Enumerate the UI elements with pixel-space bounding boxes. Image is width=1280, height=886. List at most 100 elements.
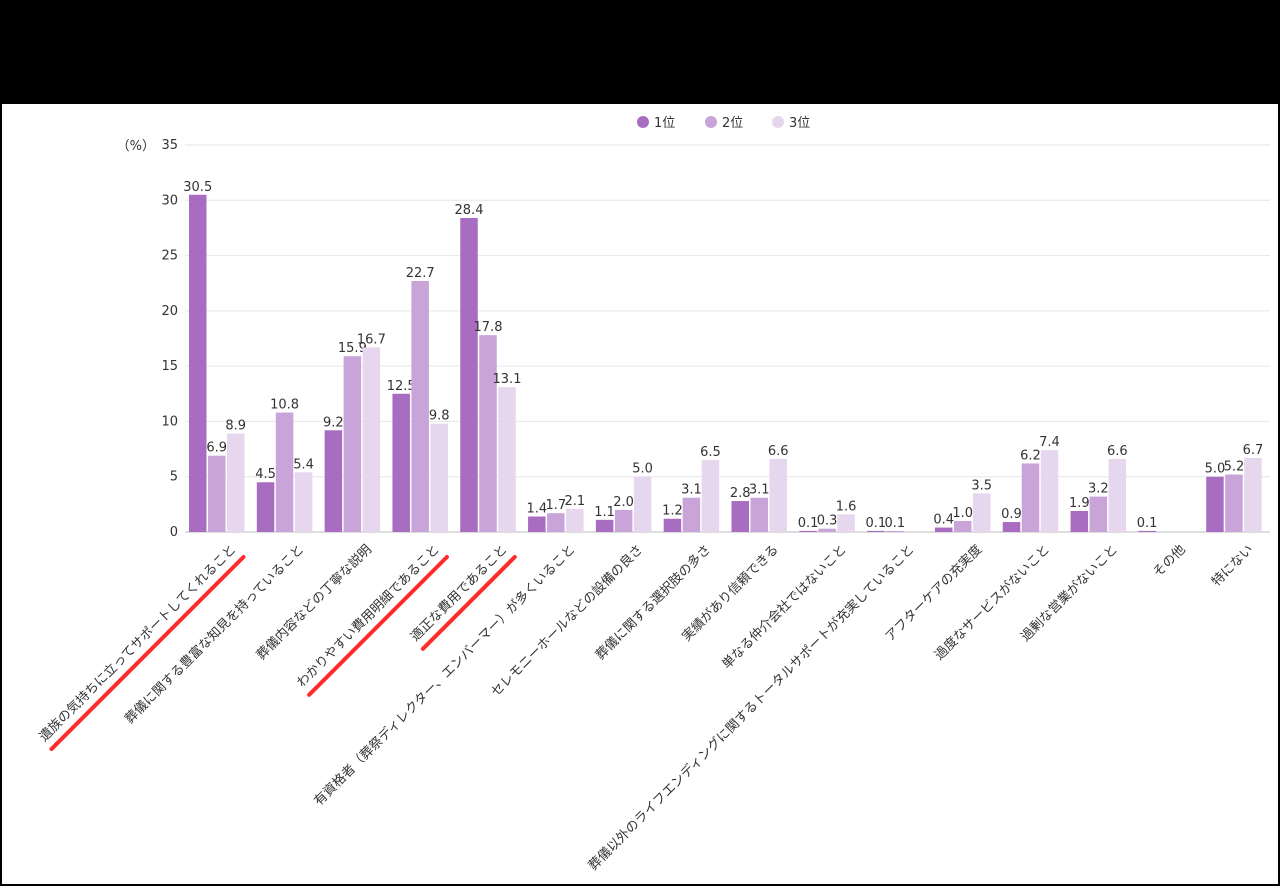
data-label: 13.1 — [493, 372, 522, 387]
data-label: 1.6 — [836, 499, 857, 514]
bar-1 — [528, 516, 546, 532]
data-label: 16.7 — [357, 332, 386, 347]
bar-2 — [1089, 496, 1108, 532]
data-label: 10.8 — [270, 398, 299, 413]
bar-3 — [498, 387, 516, 532]
data-label: 6.5 — [700, 445, 721, 460]
bar-3 — [769, 459, 787, 532]
data-label: 6.9 — [206, 441, 227, 456]
data-label: 2.1 — [564, 494, 585, 509]
bar-3 — [633, 476, 652, 532]
data-label: 3.5 — [971, 478, 992, 493]
bar-2 — [547, 513, 565, 532]
data-label: 6.7 — [1243, 443, 1264, 458]
y-tick-label: 10 — [161, 414, 178, 429]
data-label: 3.1 — [749, 483, 770, 498]
bar-2 — [275, 412, 294, 532]
data-label: 0.3 — [817, 514, 838, 529]
x-category-label: セレモニーホールなどの設備の良さ — [488, 542, 646, 700]
legend-label: 1位 — [654, 116, 675, 131]
bar-1 — [1206, 476, 1224, 532]
data-label: 30.5 — [183, 180, 212, 195]
data-label: 0.9 — [1001, 507, 1022, 522]
bar-1 — [934, 527, 953, 532]
legend-label: 2位 — [722, 116, 743, 131]
data-label: 17.8 — [474, 320, 503, 335]
data-label: 5.2 — [1224, 460, 1245, 475]
data-label: 5.0 — [1205, 462, 1226, 477]
bar-3 — [294, 472, 313, 532]
data-label: 1.7 — [545, 498, 566, 513]
y-tick-label: 20 — [161, 304, 178, 319]
bar-1 — [799, 530, 817, 532]
bar-3 — [1108, 459, 1127, 532]
bar-1 — [1002, 522, 1021, 532]
bar-2 — [411, 281, 429, 532]
bar-2 — [818, 528, 836, 532]
bar-3 — [972, 493, 991, 532]
bar-2 — [953, 520, 972, 532]
bar-1 — [595, 519, 614, 532]
bar-1 — [663, 518, 682, 532]
bar-2 — [886, 530, 904, 532]
data-label: 0.4 — [933, 513, 954, 528]
data-label: 5.0 — [632, 462, 653, 477]
data-label: 0.1 — [885, 516, 906, 531]
bar-2 — [208, 455, 226, 532]
bar-1 — [731, 501, 749, 532]
data-label: 3.2 — [1088, 482, 1109, 497]
bar-3 — [837, 514, 855, 532]
bar-1 — [392, 393, 410, 532]
bar-1 — [189, 194, 207, 532]
bar-2 — [682, 497, 701, 532]
bar-3 — [362, 347, 381, 532]
data-label: 2.0 — [613, 495, 634, 510]
bar-1 — [1070, 510, 1089, 532]
bar-3 — [227, 433, 245, 532]
data-label: 6.6 — [1107, 444, 1128, 459]
highlight-underline — [49, 555, 246, 752]
legend-swatch — [772, 116, 784, 128]
data-label: 1.2 — [662, 504, 683, 519]
x-category-label: 特にない — [1209, 542, 1256, 589]
data-label: 28.4 — [455, 203, 484, 218]
data-label: 8.9 — [225, 419, 246, 434]
x-category-label: 葬儀以外のライフエンディングに関するトータルサポートが充実していること — [585, 542, 917, 874]
data-label: 0.1 — [866, 516, 887, 531]
data-label: 22.7 — [406, 266, 435, 281]
y-tick-label: 25 — [161, 249, 178, 264]
legend-swatch — [705, 116, 717, 128]
bar-3 — [701, 460, 720, 532]
x-category-label: その他 — [1151, 542, 1189, 580]
data-label: 7.4 — [1039, 435, 1060, 450]
x-category-label: 単なる仲介会社ではないこと — [719, 542, 850, 673]
y-tick-label: 15 — [161, 359, 178, 374]
data-label: 1.0 — [952, 506, 973, 521]
bar-1 — [256, 482, 275, 532]
bar-1 — [460, 217, 478, 532]
bar-1 — [867, 530, 885, 532]
highlight-underline — [307, 555, 449, 697]
bar-3 — [430, 423, 448, 532]
data-label: 6.6 — [768, 444, 789, 459]
y-tick-label: 30 — [161, 193, 178, 208]
x-category-label: 葬儀に関する選択肢の多さ — [592, 542, 714, 664]
data-label: 3.1 — [681, 483, 702, 498]
data-label: 12.5 — [387, 379, 416, 394]
legend-label: 3位 — [789, 116, 810, 131]
data-label: 0.1 — [798, 516, 819, 531]
highlight-underline — [420, 555, 517, 651]
y-tick-label: 0 — [170, 525, 178, 540]
x-category-label: 過度なサービスがないこと — [931, 542, 1053, 664]
x-category-label: わかりやすい費用明細であること — [294, 542, 442, 690]
data-label: 5.4 — [293, 457, 314, 472]
data-label: 4.5 — [255, 467, 276, 482]
bar-2 — [750, 497, 768, 532]
bar-2 — [1225, 474, 1243, 532]
data-label: 1.9 — [1069, 496, 1090, 511]
x-category-label: 有資格者（葬祭ディレクター、エンバーマー）が多くいること — [311, 542, 579, 810]
bar-2 — [614, 509, 633, 532]
data-label: 9.8 — [429, 409, 450, 424]
legend-swatch — [637, 116, 649, 128]
